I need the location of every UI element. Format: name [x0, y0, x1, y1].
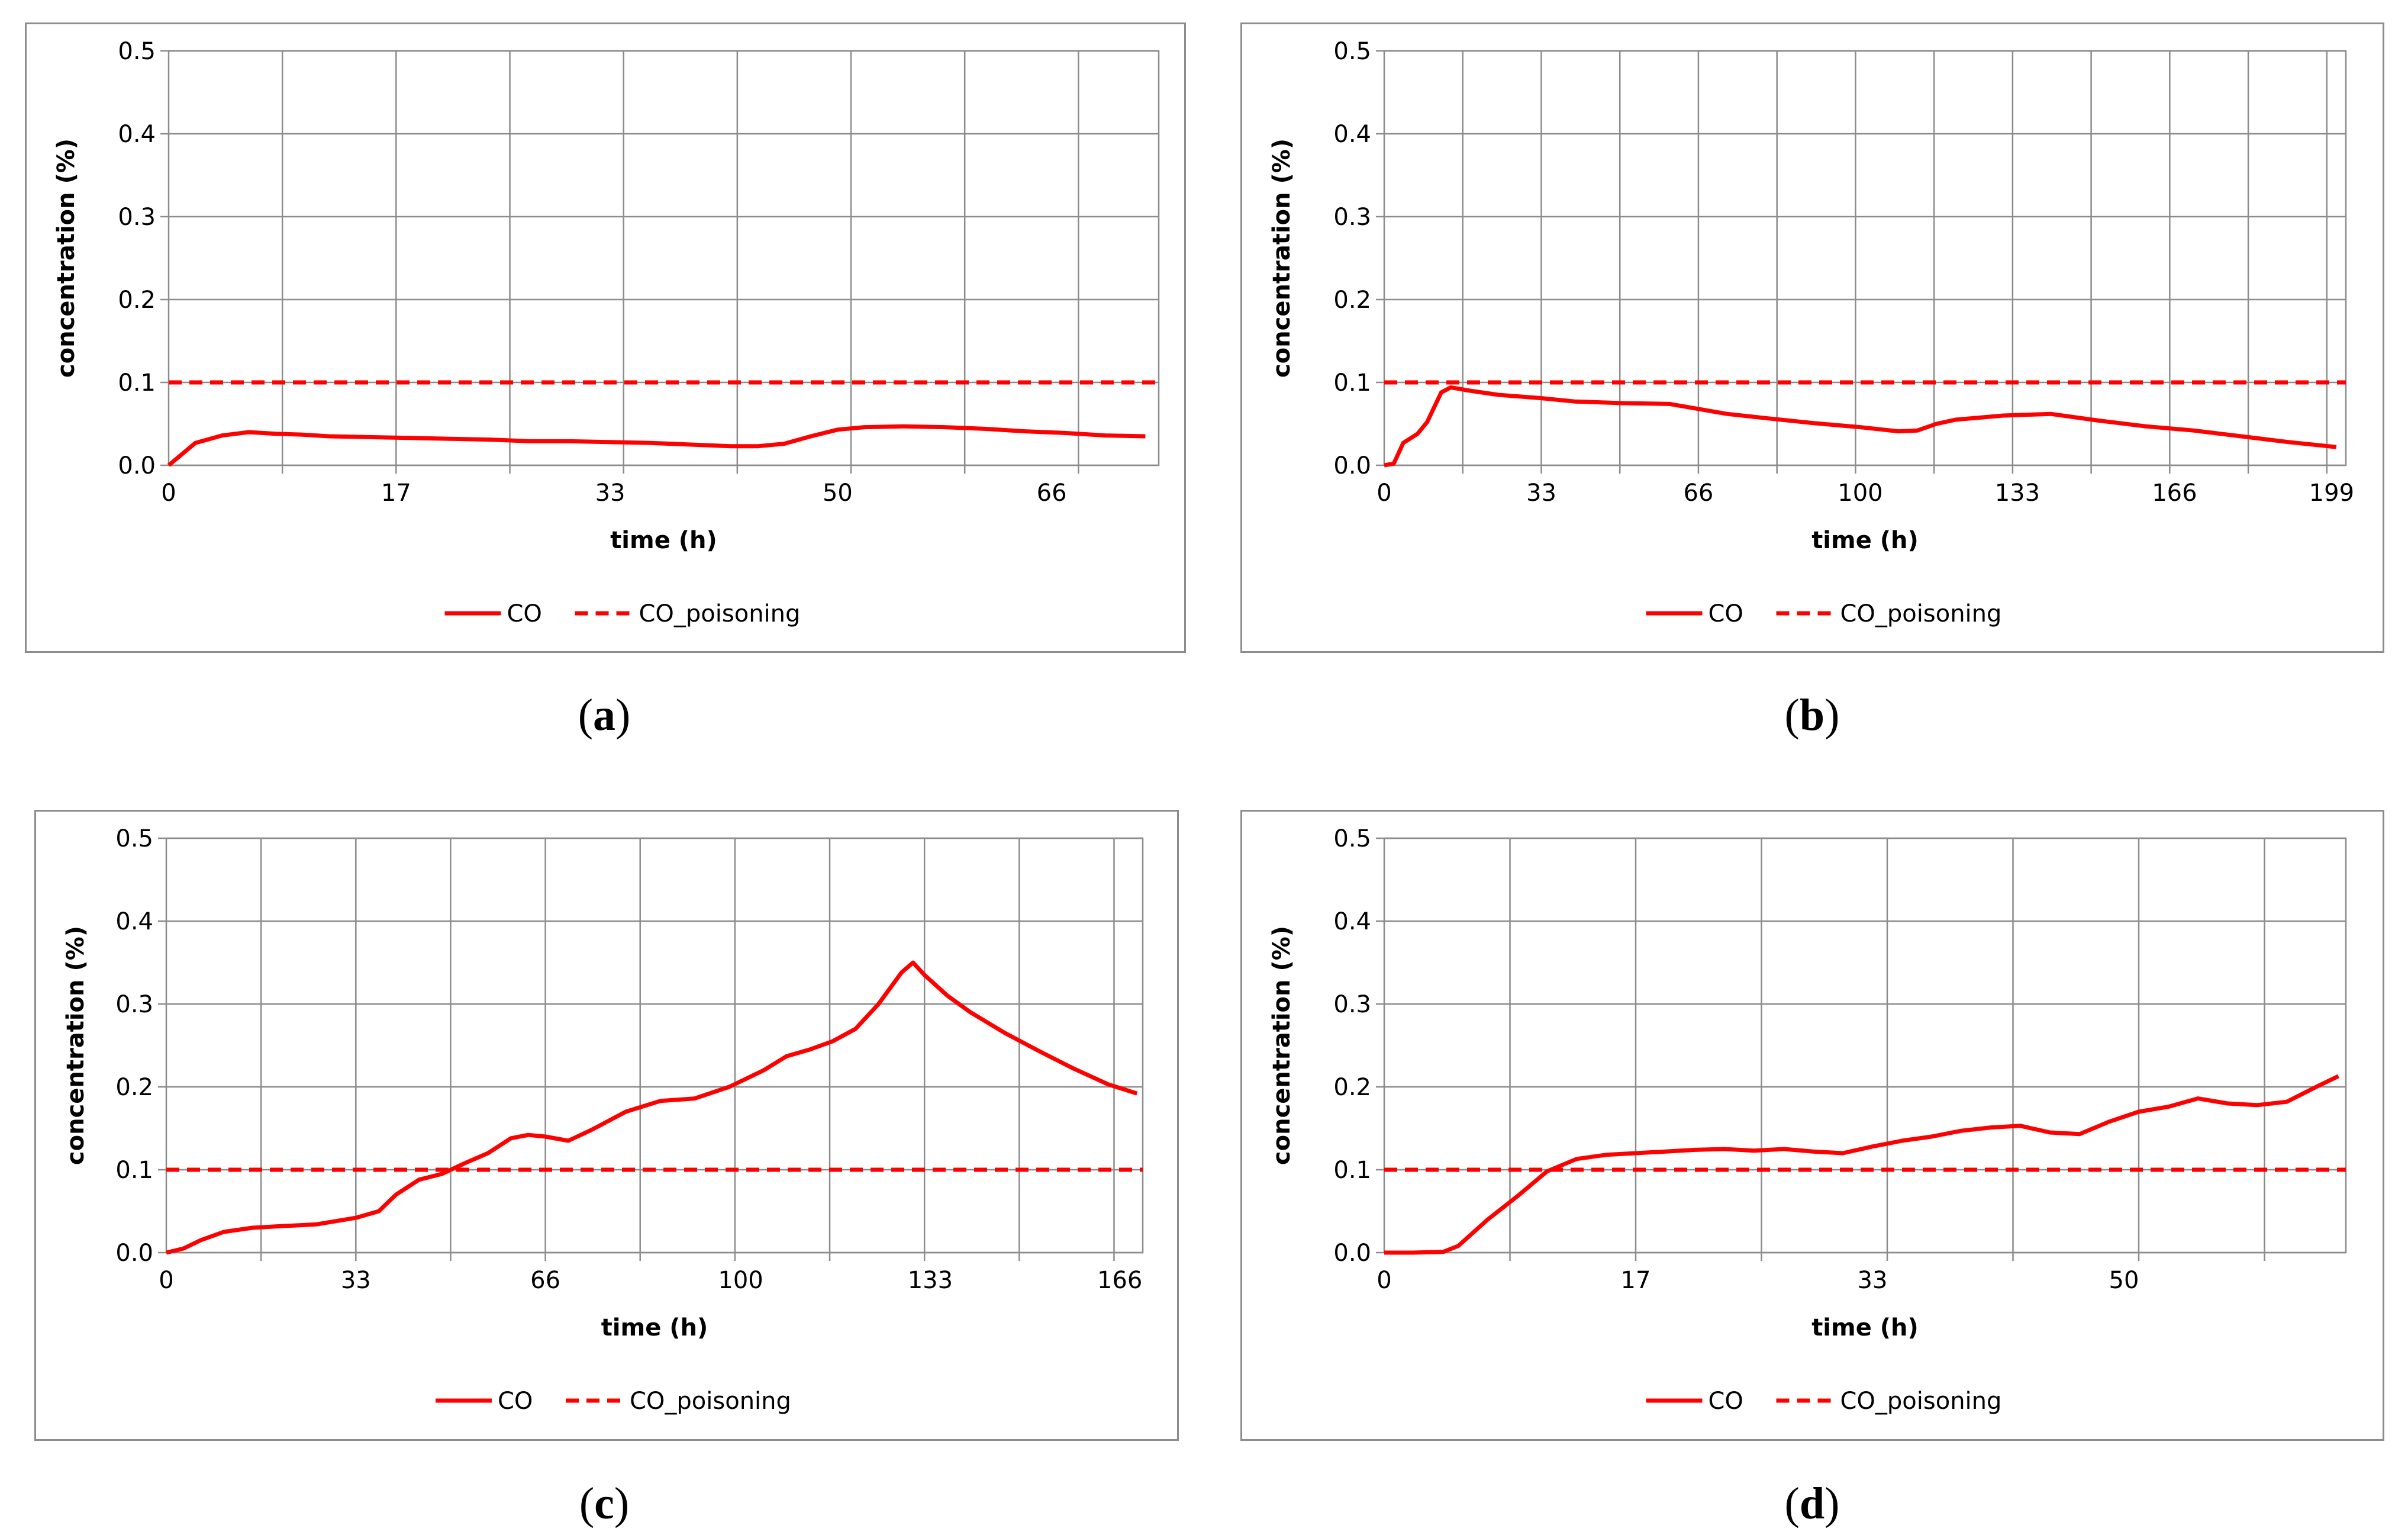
y-tick-label-d: 0.5	[1333, 825, 1371, 852]
y-tick-label-d: 0.0	[1333, 1240, 1371, 1267]
x-axis-label-a: time (h)	[610, 527, 717, 554]
x-tick-label-c: 66	[530, 1267, 560, 1294]
plot-area-c	[165, 837, 1144, 1254]
legend-label-co-poisoning-d: CO_poisoning	[1840, 1388, 2002, 1415]
x-tick-label-c: 133	[908, 1267, 953, 1294]
legend-label-co-poisoning-b: CO_poisoning	[1840, 600, 2002, 627]
series-co-d	[1384, 1074, 2340, 1255]
x-tick-label-b: 66	[1683, 480, 1713, 507]
legend-label-co-poisoning-c: CO_poisoning	[630, 1388, 791, 1415]
y-axis-label-b: concentration (%)	[1268, 139, 1295, 378]
y-tick-label-b: 0.2	[1333, 287, 1371, 314]
y-tick-label-d: 0.1	[1333, 1157, 1371, 1184]
caption-d: (d)	[1784, 1479, 1840, 1528]
x-tick-label-a: 66	[1037, 480, 1067, 507]
legend-label-co-b: CO	[1709, 600, 1743, 627]
series-co-b	[1384, 385, 2337, 468]
chart-b: 0.0 0.1 0.2 0.3 0.4 0.5 0 33 66 100 133 166 199 time …	[1240, 22, 2384, 653]
x-axis-label-b: time (h)	[1811, 527, 1919, 554]
x-tick-label-d: 50	[2109, 1267, 2139, 1294]
y-tick-label-c: 0.5	[115, 825, 153, 852]
y-tick-label-a: 0.0	[118, 452, 156, 480]
x-axis-label-c: time (h)	[601, 1314, 708, 1341]
x-tick-label-d: 33	[1858, 1267, 1888, 1294]
y-tick-label-d: 0.2	[1333, 1074, 1371, 1101]
legend-label-co-d: CO	[1709, 1388, 1743, 1415]
x-tick-label-b: 199	[2309, 480, 2354, 507]
legend-label-co-a: CO	[507, 600, 542, 627]
y-tick-label-a: 0.4	[118, 121, 156, 148]
y-tick-label-c: 0.0	[115, 1240, 153, 1267]
x-tick-label-a: 33	[595, 480, 626, 507]
plot-area-b	[1383, 50, 2347, 466]
y-tick-label-c: 0.1	[115, 1157, 153, 1184]
y-axis-label-d: concentration (%)	[1268, 926, 1295, 1165]
x-axis-label-d: time (h)	[1811, 1314, 1919, 1341]
caption-b: (b)	[1784, 690, 1840, 740]
legend-label-co-c: CO	[498, 1388, 533, 1415]
y-axis-label-a: concentration (%)	[53, 139, 80, 378]
chart-b-svg: 0.0 0.1 0.2 0.3 0.4 0.5 0 33 66 100 133 166 199 time …	[1268, 38, 2354, 627]
chart-d: 0.0 0.1 0.2 0.3 0.4 0.5 0 17 33 50 time (h) concent…	[1240, 810, 2384, 1441]
legend-label-co-poisoning-a: CO_poisoning	[639, 600, 801, 627]
y-tick-label-d: 0.3	[1333, 991, 1371, 1018]
y-tick-label-b: 0.0	[1333, 452, 1371, 480]
chart-a: 0.0 0.1 0.2 0.3 0.4 0.5 0 17 33 50 66 time (h) conce…	[25, 22, 1186, 653]
series-co-a	[167, 424, 1146, 467]
y-tick-label-c: 0.3	[115, 991, 153, 1018]
y-tick-label-b: 0.1	[1333, 369, 1371, 397]
x-tick-label-a: 0	[161, 480, 176, 507]
y-tick-label-b: 0.5	[1333, 38, 1371, 65]
chart-c: 0.0 0.1 0.2 0.3 0.4 0.5 0 33 66 100 133 166 time (h)…	[34, 810, 1179, 1441]
y-tick-label-a: 0.3	[118, 204, 156, 231]
y-tick-label-d: 0.4	[1333, 908, 1371, 935]
x-tick-label-c: 100	[718, 1267, 763, 1294]
plot-area-d	[1383, 837, 2347, 1254]
x-tick-label-a: 50	[823, 480, 853, 507]
x-tick-label-c: 0	[159, 1267, 173, 1294]
y-tick-label-c: 0.4	[115, 908, 153, 935]
y-tick-label-b: 0.3	[1333, 204, 1371, 231]
caption-c: (c)	[579, 1479, 630, 1528]
x-tick-label-b: 100	[1838, 480, 1882, 507]
x-tick-label-c: 166	[1097, 1267, 1142, 1294]
y-tick-label-a: 0.2	[118, 287, 156, 314]
x-tick-label-b: 0	[1377, 480, 1391, 507]
chart-c-svg: 0.0 0.1 0.2 0.3 0.4 0.5 0 33 66 100 133 166 time (h)…	[62, 825, 1144, 1415]
y-axis-label-c: concentration (%)	[62, 926, 89, 1165]
y-tick-label-a: 0.1	[118, 369, 156, 397]
x-tick-label-c: 33	[341, 1267, 371, 1294]
x-tick-label-d: 17	[1621, 1267, 1651, 1294]
series-co-c	[166, 960, 1138, 1255]
caption-a: (a)	[578, 690, 631, 740]
chart-d-svg: 0.0 0.1 0.2 0.3 0.4 0.5 0 17 33 50 time (h) concent…	[1268, 825, 2347, 1415]
x-tick-label-b: 166	[2152, 480, 2197, 507]
chart-a-svg: 0.0 0.1 0.2 0.3 0.4 0.5 0 17 33 50 66 time (h) conce…	[53, 38, 1160, 627]
x-tick-label-a: 17	[381, 480, 411, 507]
x-tick-label-b: 33	[1526, 480, 1556, 507]
plot-area-a	[167, 50, 1160, 466]
x-tick-label-d: 0	[1377, 1267, 1391, 1294]
y-tick-label-b: 0.4	[1333, 121, 1371, 148]
y-tick-label-c: 0.2	[115, 1074, 153, 1101]
x-tick-label-b: 133	[1995, 480, 2040, 507]
y-tick-label-a: 0.5	[118, 38, 156, 65]
